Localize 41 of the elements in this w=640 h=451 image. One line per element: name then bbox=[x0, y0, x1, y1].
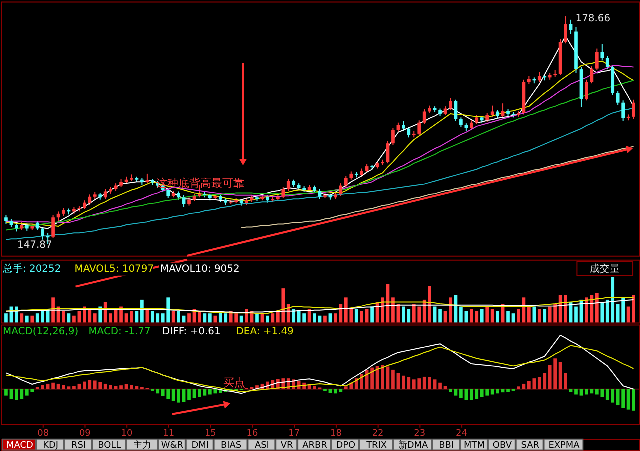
x-tick-label: 11 bbox=[163, 428, 175, 439]
text: DIFF: +0.61 bbox=[162, 326, 221, 338]
text: DMI bbox=[192, 440, 210, 451]
text: RSI bbox=[71, 440, 86, 451]
text: MAVOL5: 10797 bbox=[74, 264, 154, 275]
text: VR bbox=[280, 440, 294, 451]
text: 主力 bbox=[134, 440, 152, 451]
text: MAVOL10: 9052 bbox=[160, 264, 240, 275]
annotation: 178.66 bbox=[576, 14, 611, 25]
text: SAR bbox=[521, 440, 540, 451]
x-tick-label: 18 bbox=[330, 428, 342, 439]
text: ASI bbox=[254, 440, 270, 451]
text: 总手: 20252 bbox=[2, 262, 62, 275]
text: BIAS bbox=[220, 440, 242, 451]
x-tick-label: 22 bbox=[372, 428, 384, 439]
text: BOLL bbox=[98, 440, 122, 451]
text: 成交量 bbox=[590, 262, 620, 275]
text: EXPMA bbox=[548, 440, 581, 451]
x-tick-label: 15 bbox=[204, 428, 216, 439]
x-tick-label: 16 bbox=[246, 428, 259, 439]
annotation: 147.87 bbox=[17, 240, 52, 251]
x-tick-label: 10 bbox=[121, 428, 133, 439]
text: 新DMA bbox=[398, 440, 429, 451]
text: ARBR bbox=[302, 440, 328, 451]
x-tick-label: 17 bbox=[288, 428, 300, 439]
x-tick-label: 08 bbox=[38, 428, 50, 439]
text: MACD bbox=[6, 440, 34, 451]
text: MTM bbox=[464, 440, 485, 451]
text: TRIX bbox=[366, 440, 388, 451]
text: KDJ bbox=[43, 440, 59, 451]
text: W&R bbox=[161, 440, 184, 451]
annotation: 买点 bbox=[223, 376, 246, 390]
text: OBV bbox=[492, 440, 513, 451]
text: DEA: +1.49 bbox=[236, 326, 294, 338]
x-tick-label: 24 bbox=[456, 428, 468, 439]
text: MACD: -1.77 bbox=[88, 326, 151, 338]
chart-title: MACD(12,26,9) bbox=[2, 326, 79, 338]
x-tick-label: 09 bbox=[79, 428, 92, 439]
text: BBI bbox=[439, 440, 454, 451]
x-tick-label: 23 bbox=[414, 428, 426, 439]
text: DPO bbox=[336, 440, 356, 451]
